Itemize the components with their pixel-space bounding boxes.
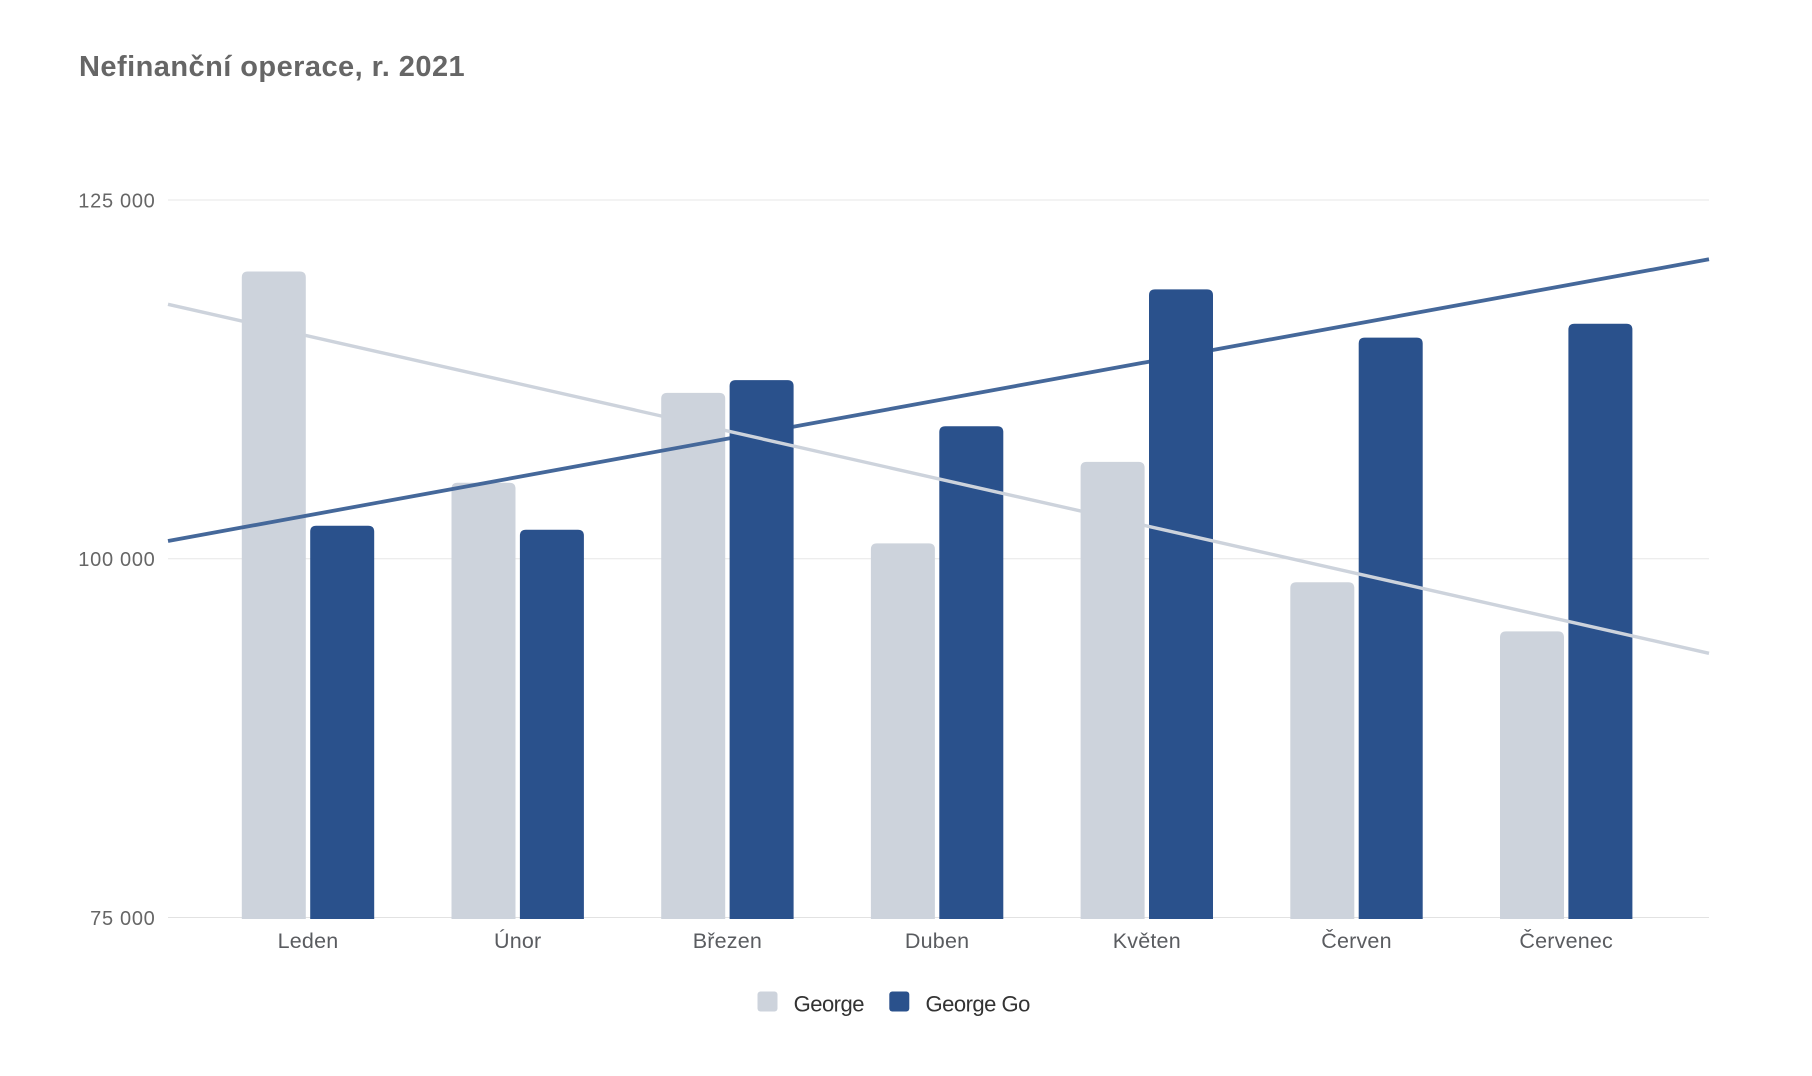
svg-text:Duben: Duben xyxy=(905,929,969,953)
svg-text:Únor: Únor xyxy=(494,928,541,953)
svg-text:Červenec: Červenec xyxy=(1519,928,1613,953)
svg-text:Březen: Březen xyxy=(693,929,762,953)
svg-text:Nefinanční operace, r. 2021: Nefinanční operace, r. 2021 xyxy=(79,51,465,83)
svg-text:125 000: 125 000 xyxy=(78,190,155,212)
svg-text:George: George xyxy=(794,992,865,1017)
svg-text:Leden: Leden xyxy=(278,929,339,953)
svg-text:George Go: George Go xyxy=(926,992,1031,1017)
svg-text:Červen: Červen xyxy=(1321,928,1392,953)
svg-text:Květen: Květen xyxy=(1113,929,1181,953)
svg-text:100 000: 100 000 xyxy=(78,549,155,571)
svg-text:75 000: 75 000 xyxy=(90,908,155,930)
